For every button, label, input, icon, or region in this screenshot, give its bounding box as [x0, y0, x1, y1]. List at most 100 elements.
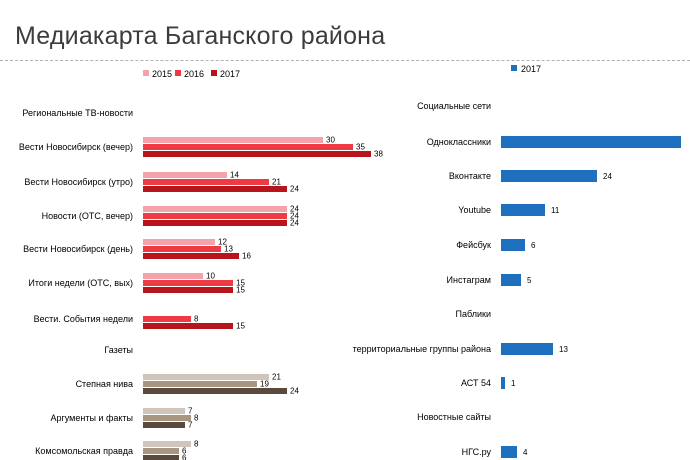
category-label: территориальные группы района	[353, 344, 491, 354]
data-label: 21	[272, 178, 281, 187]
category-label: Вести Новосибирск (день)	[23, 244, 133, 254]
legend-label-2015: 2015	[152, 69, 172, 79]
category-label: Итоги недели (ОТС, вых)	[28, 278, 133, 288]
data-label: 1	[511, 379, 516, 388]
data-label: 8	[194, 414, 199, 423]
bar-2016	[143, 381, 257, 387]
bar-2016	[143, 280, 233, 286]
data-label: 8	[194, 315, 199, 324]
category-label: Новости (ОТС, вечер)	[42, 211, 133, 221]
bar-2017	[143, 323, 233, 329]
legend-swatch-2015	[143, 70, 149, 76]
bar-2017	[501, 204, 545, 216]
bar-2017	[501, 274, 521, 286]
bar-2016	[143, 415, 191, 421]
data-label: 7	[188, 407, 193, 416]
data-label: 15	[236, 322, 245, 331]
data-label: 24	[290, 205, 299, 214]
bar-2017	[501, 446, 517, 458]
legend-label-2017: 2017	[220, 69, 240, 79]
data-label: 16	[242, 252, 251, 261]
bar-2017	[501, 170, 597, 182]
data-label: 13	[224, 245, 233, 254]
data-label: 11	[551, 206, 560, 215]
page-title: Медиакарта Баганского района	[15, 22, 386, 50]
category-label: Аргументы и факты	[50, 413, 133, 423]
data-label: 10	[206, 272, 215, 281]
category-label: Комсомольская правда	[35, 446, 133, 456]
data-label: 24	[290, 212, 299, 221]
category-label: Степная нива	[76, 379, 133, 389]
data-label: 14	[230, 171, 239, 180]
bar-2016	[143, 316, 191, 322]
bar-2017	[143, 422, 185, 428]
category-label: АСТ 54	[461, 378, 491, 388]
bar-2017	[143, 151, 371, 157]
group-header: Паблики	[456, 309, 491, 319]
data-label: 24	[290, 387, 299, 396]
data-label: 6	[531, 241, 536, 250]
category-label: НГС.ру	[462, 447, 492, 457]
data-label: 7	[188, 421, 193, 430]
bar-2017	[143, 388, 287, 394]
category-label: Вести. События недели	[34, 314, 133, 324]
title-divider	[0, 60, 690, 61]
bar-2016	[143, 213, 287, 219]
right-chart: 2017 Социальные сети Одноклассники Вконтакт…	[353, 64, 681, 458]
bar-2017	[143, 287, 233, 293]
bar-2015	[143, 374, 269, 380]
category-label: Инстаграм	[447, 275, 491, 285]
legend-swatch-2017	[211, 70, 217, 76]
group-header: Региональные ТВ-новости	[22, 108, 133, 118]
legend-swatch-2017	[511, 65, 517, 71]
group-header: Новостные сайты	[417, 412, 491, 422]
bar-2017	[501, 239, 525, 251]
bar-2017	[501, 377, 505, 389]
data-label: 24	[290, 185, 299, 194]
category-label: Фейсбук	[456, 240, 491, 250]
data-label: 35	[356, 143, 365, 152]
left-chart: 2015 2016 2017 Региональные ТВ-новости Вести…	[19, 69, 383, 460]
bar-2017	[143, 455, 179, 460]
category-label: Вести Новосибирск (утро)	[24, 177, 133, 187]
bar-2015	[143, 239, 215, 245]
data-label: 24	[290, 219, 299, 228]
bar-2015	[143, 137, 323, 143]
data-label: 38	[374, 150, 383, 159]
bar-2017	[143, 186, 287, 192]
data-label: 24	[603, 172, 612, 181]
bar-2017	[501, 343, 553, 355]
bar-2015	[143, 172, 227, 178]
data-label: 5	[527, 276, 532, 285]
data-label: 6	[182, 447, 187, 456]
legend-label-2016: 2016	[184, 69, 204, 79]
category-label: Вконтакте	[449, 171, 491, 181]
bar-2016	[143, 144, 353, 150]
group-header: Социальные сети	[417, 101, 491, 111]
bar-2016	[143, 448, 179, 454]
data-label: 4	[523, 448, 528, 457]
bar-2017	[143, 253, 239, 259]
data-label: 12	[218, 238, 227, 247]
category-label: Youtube	[458, 205, 491, 215]
bar-2016	[143, 179, 269, 185]
data-label: 19	[260, 380, 269, 389]
data-label: 15	[236, 286, 245, 295]
data-label: 21	[272, 373, 281, 382]
bar-2015	[143, 206, 287, 212]
bar-2017	[143, 220, 287, 226]
data-label: 8	[194, 440, 199, 449]
bar-2017	[501, 136, 681, 148]
bar-2016	[143, 246, 221, 252]
group-header: Газеты	[104, 345, 133, 355]
data-label: 6	[182, 454, 187, 460]
legend-label-2017: 2017	[521, 64, 541, 74]
bar-2015	[143, 273, 203, 279]
category-label: Вести Новосибирск (вечер)	[19, 142, 133, 152]
data-label: 13	[559, 345, 568, 354]
category-label: Одноклассники	[427, 137, 491, 147]
legend-swatch-2016	[175, 70, 181, 76]
bar-2015	[143, 408, 185, 414]
data-label: 30	[326, 136, 335, 145]
